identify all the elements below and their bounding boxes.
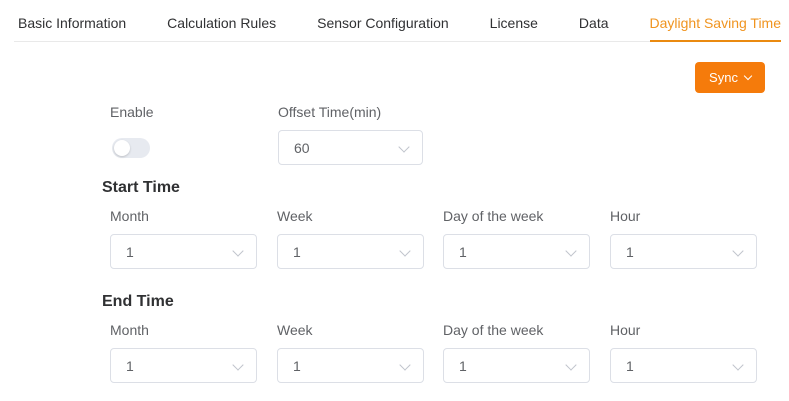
end-day-of-week-value: 1 [459, 357, 467, 374]
end-day-of-week-field: Day of the week 1 [443, 322, 590, 383]
start-week-select[interactable]: 1 [277, 234, 424, 269]
chevron-down-icon [565, 245, 577, 257]
end-time-section: End Time Month 1 Week 1 Day of the week … [102, 293, 789, 401]
chevron-down-icon [732, 245, 744, 257]
end-month-select[interactable]: 1 [110, 348, 257, 383]
month-label: Month [110, 322, 149, 338]
week-label: Week [277, 322, 313, 338]
end-month-field: Month 1 [110, 322, 257, 383]
start-day-of-week-value: 1 [459, 243, 467, 260]
start-day-of-week-field: Day of the week 1 [443, 208, 590, 269]
start-month-value: 1 [126, 243, 134, 260]
tab-sensor-configuration[interactable]: Sensor Configuration [317, 15, 449, 31]
end-week-value: 1 [293, 357, 301, 374]
day-of-week-label: Day of the week [443, 208, 544, 224]
offset-time-select[interactable]: 60 [278, 130, 423, 165]
chevron-down-icon [743, 71, 753, 80]
end-month-value: 1 [126, 357, 134, 374]
chevron-down-icon [232, 245, 244, 257]
start-hour-field: Hour 1 [610, 208, 757, 269]
end-day-of-week-select[interactable]: 1 [443, 348, 590, 383]
hour-label: Hour [610, 322, 641, 338]
end-hour-field: Hour 1 [610, 322, 757, 383]
offset-time-label: Offset Time(min) [278, 104, 382, 120]
end-week-field: Week 1 [277, 322, 424, 383]
start-hour-select[interactable]: 1 [610, 234, 757, 269]
start-hour-value: 1 [626, 243, 634, 260]
month-label: Month [110, 208, 149, 224]
tab-data[interactable]: Data [578, 15, 609, 31]
offset-time-value: 60 [294, 139, 310, 156]
hour-label: Hour [610, 208, 641, 224]
sync-button-label: Sync [709, 70, 738, 85]
chevron-down-icon [232, 359, 244, 371]
end-hour-value: 1 [626, 357, 634, 374]
start-time-heading: Start Time [102, 179, 180, 196]
enable-toggle[interactable] [112, 138, 150, 158]
end-hour-select[interactable]: 1 [610, 348, 757, 383]
end-time-heading: End Time [102, 293, 174, 310]
enable-label: Enable [110, 104, 154, 120]
tab-calculation-rules[interactable]: Calculation Rules [167, 15, 277, 31]
toggle-knob [114, 140, 130, 156]
end-week-select[interactable]: 1 [277, 348, 424, 383]
tab-license[interactable]: License [489, 15, 538, 31]
day-of-week-label: Day of the week [443, 322, 544, 338]
chevron-down-icon [399, 245, 411, 257]
chevron-down-icon [398, 141, 410, 153]
start-month-select[interactable]: 1 [110, 234, 257, 269]
tab-daylight-saving-time[interactable]: Daylight Saving Time [649, 0, 782, 42]
chevron-down-icon [565, 359, 577, 371]
sync-button[interactable]: Sync [695, 62, 765, 93]
chevron-down-icon [732, 359, 744, 371]
start-month-field: Month 1 [110, 208, 257, 269]
start-week-field: Week 1 [277, 208, 424, 269]
start-time-section: Start Time Month 1 Week 1 Day of the wee… [102, 179, 789, 291]
week-label: Week [277, 208, 313, 224]
chevron-down-icon [399, 359, 411, 371]
tab-basic-information[interactable]: Basic Information [18, 15, 127, 31]
tab-bar: Basic Information Calculation Rules Sens… [14, 0, 782, 42]
start-week-value: 1 [293, 243, 301, 260]
start-day-of-week-select[interactable]: 1 [443, 234, 590, 269]
